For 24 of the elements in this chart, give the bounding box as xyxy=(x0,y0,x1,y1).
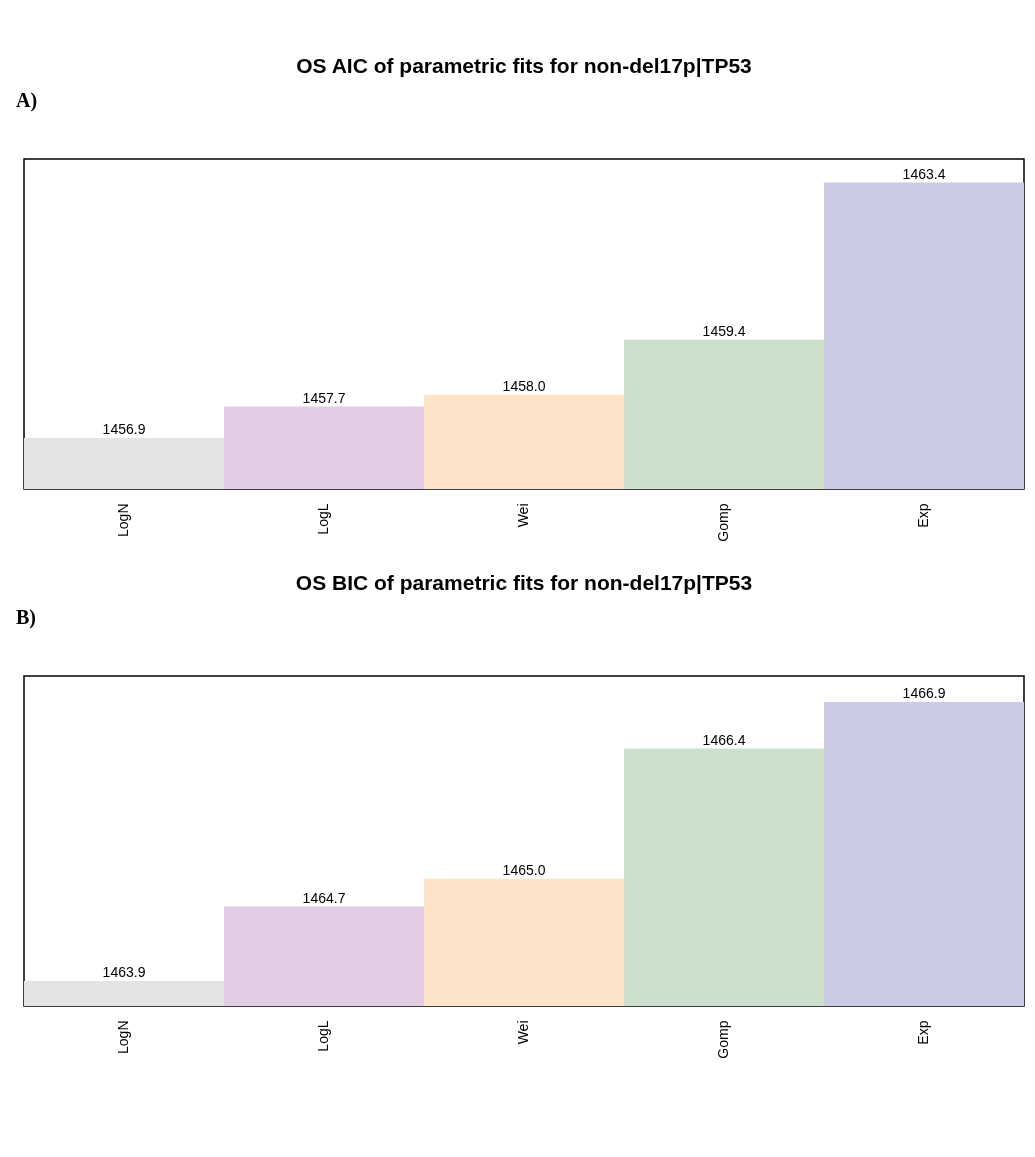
text: B) xyxy=(16,606,36,629)
x-tick-label: LogL xyxy=(315,503,331,535)
x-tick-label: LogN xyxy=(115,503,131,537)
text: A) xyxy=(16,89,38,112)
data-label: 1457.7 xyxy=(302,389,346,406)
data-label: 1466.4 xyxy=(702,731,746,748)
data-label: 1464.7 xyxy=(302,889,346,906)
x-tick-label: LogN xyxy=(115,1020,131,1054)
data-label: 1466.9 xyxy=(902,685,946,702)
x-tick-label: Gomp xyxy=(715,1020,731,1059)
data-label: 1465.0 xyxy=(502,861,546,878)
x-tick-label: LogL xyxy=(315,1020,331,1052)
x-tick-label: Exp xyxy=(915,503,931,528)
x-tick-label: Exp xyxy=(915,1020,931,1045)
chart-title: OS BIC of parametric fits for non-del17p|TP53 xyxy=(295,571,753,594)
data-label: 1458.0 xyxy=(502,377,546,394)
data-label: 1463.9 xyxy=(102,963,146,980)
data-label: 1456.9 xyxy=(102,420,146,437)
x-tick-label: Wei xyxy=(515,1020,531,1045)
data-label: 1459.4 xyxy=(702,322,746,339)
chart-title: OS AIC of parametric fits for non-del17p|TP53 xyxy=(296,54,752,77)
data-label: 1463.4 xyxy=(902,165,946,182)
x-tick-label: Wei xyxy=(515,503,531,528)
x-tick-label: Gomp xyxy=(715,503,731,542)
